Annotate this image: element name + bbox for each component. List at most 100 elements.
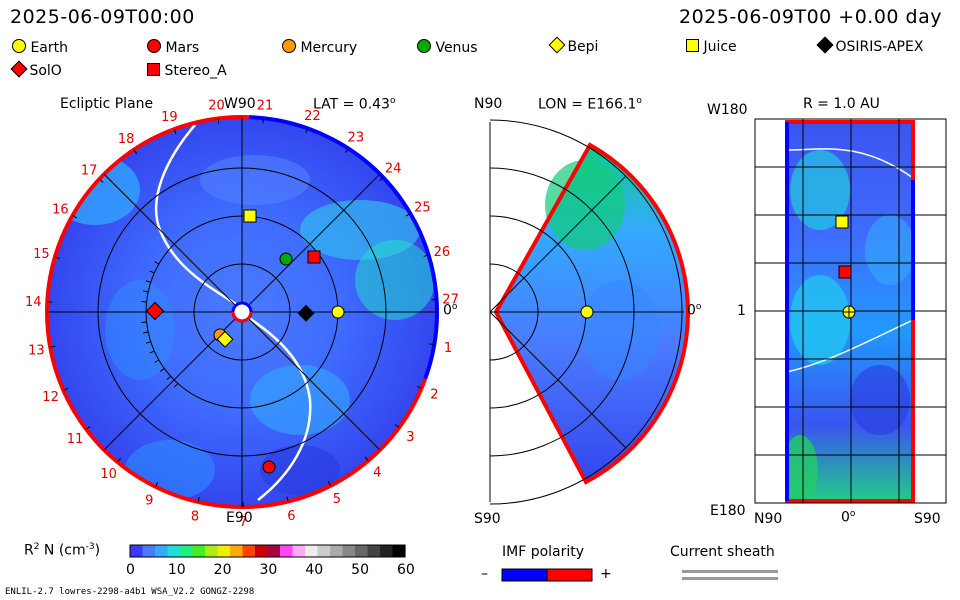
carrington-label: 22: [304, 109, 321, 124]
current-sheath-line-2: [245, 314, 312, 501]
radial-mid: 1: [737, 303, 746, 319]
carrington-label: 3: [406, 430, 414, 445]
colorbar-label: R2 N (cm-3): [24, 542, 100, 559]
ecliptic-title: Ecliptic Plane: [60, 96, 154, 112]
colorbar-segment: [205, 545, 219, 557]
colorbar-tick-label: 40: [305, 562, 324, 578]
meridional-right-label: 0o: [687, 302, 701, 319]
radial-w180: W180: [707, 102, 748, 118]
ecliptic-top-label: W90: [224, 96, 256, 112]
legend-item-earth: Earth: [12, 39, 68, 56]
circle-icon: [417, 39, 431, 53]
carrington-label: 13: [28, 343, 45, 358]
earth-marker-meridional: [580, 305, 594, 319]
solo-marker: [145, 301, 165, 321]
colorbar-segment: [392, 545, 406, 557]
colorbar-segment: [330, 545, 344, 557]
lon-value: LON = E166.1: [538, 96, 637, 113]
colorbar-segment: [280, 545, 294, 557]
degree-mark: o: [451, 302, 458, 312]
venus-marker: [279, 252, 293, 266]
colorbar-segment: [230, 545, 244, 557]
legend-item-venus: Venus: [417, 39, 478, 56]
ecliptic-ticks: [141, 261, 179, 388]
legend-label: Mars: [165, 40, 200, 56]
imf-polarity-rim-positive: [45, 115, 428, 509]
degree-mark: o: [636, 96, 642, 106]
colorbar-segment: [217, 545, 231, 557]
meridional-n90: N90: [474, 96, 503, 112]
legend-item-bepi: Bepi: [548, 36, 599, 55]
carrington-label: 25: [414, 200, 431, 215]
earth-marker: [331, 305, 345, 319]
carrington-label: 5: [333, 492, 341, 507]
mars-marker: [262, 460, 276, 474]
legend-item-solo: SolO: [10, 60, 62, 79]
carrington-label: 7: [239, 515, 247, 530]
carrington-label: 11: [67, 432, 84, 447]
carrington-tick: [423, 254, 429, 257]
meridional-lon: LON = E166.1o: [538, 96, 642, 113]
carrington-tick: [405, 213, 411, 217]
ecliptic-lat: LAT = 0.43o: [313, 96, 395, 113]
carrington-label: 18: [118, 132, 135, 147]
radial-e180: E180: [710, 503, 746, 519]
radial-zero: 0o: [841, 509, 855, 526]
colorbar-segment: [342, 545, 356, 557]
carrington-tick: [305, 128, 309, 134]
ecliptic-bottom-label: E90: [226, 510, 253, 526]
carrington-tick: [117, 457, 122, 463]
ecliptic-density-features: [50, 124, 435, 501]
label-part: R: [24, 542, 34, 559]
ecliptic-right-label: 0o: [443, 302, 457, 319]
carrington-tick: [429, 343, 435, 346]
label-part: N (cm: [39, 542, 86, 559]
colorbar-segment: [267, 545, 281, 557]
imf-polarity-bar: [501, 568, 593, 582]
legend-label: Bepi: [567, 39, 599, 55]
carrington-label: 9: [145, 493, 153, 508]
carrington-label: 17: [81, 163, 98, 178]
carrington-tick: [394, 424, 400, 428]
degree-mark: o: [389, 96, 396, 106]
diamond-icon: [548, 36, 566, 54]
osiris-apex-marker: [297, 304, 315, 322]
density-colorbar: [129, 544, 406, 558]
orbit-tick: [143, 290, 149, 293]
colorbar-segment: [167, 545, 181, 557]
orbit-tick: [145, 280, 151, 283]
colorbar-segment: [130, 545, 144, 557]
carrington-label: 27: [442, 293, 459, 308]
carrington-label: 15: [33, 247, 50, 262]
lon-zero: 0: [443, 302, 452, 319]
colorbar-tick-label: 50: [351, 562, 369, 578]
legend-item-stereo-a: Stereo_A: [147, 63, 227, 79]
legend-item-osiris-apex: OSIRIS-APEX: [816, 36, 924, 55]
legend-item-mercury: Mercury: [282, 39, 357, 56]
current-sheath-legend-lines: [682, 570, 778, 580]
radial-r: R = 1.0 AU: [803, 96, 880, 112]
juice-marker: [243, 209, 257, 223]
carrington-tick: [197, 497, 200, 503]
meridional-s90: S90: [474, 511, 501, 527]
carrington-labels: 20 21222324252627123456789101112131415161…: [25, 98, 459, 530]
legend-label: OSIRIS-APEX: [835, 39, 924, 55]
meridional-panel: [489, 119, 690, 505]
legend-item-mars: Mars: [147, 39, 199, 56]
lat-zero: 0: [841, 509, 850, 526]
orbit-tick: [166, 375, 171, 380]
colorbar-segment: [192, 545, 206, 557]
carrington-tick: [99, 178, 104, 183]
diamond-icon: [10, 60, 28, 78]
carrington-label: 19: [161, 110, 178, 125]
legend-label: Earth: [30, 40, 68, 56]
carrington-tick: [133, 149, 138, 155]
carrington-tick: [416, 385, 422, 389]
legend-label: SolO: [29, 63, 62, 79]
carrington-tick: [345, 148, 349, 153]
colorbar-segment: [142, 545, 156, 557]
colorbar-tick-label: 60: [397, 562, 415, 578]
carrington-tick: [50, 345, 56, 348]
carrington-label: 24: [385, 162, 402, 177]
square-icon: [686, 39, 699, 52]
